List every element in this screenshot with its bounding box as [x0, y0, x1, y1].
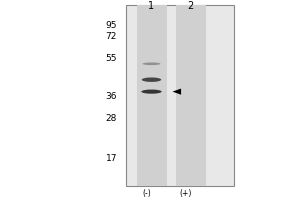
Bar — [126, 5, 234, 186]
Text: 55: 55 — [106, 54, 117, 63]
Text: 95: 95 — [106, 21, 117, 30]
Text: 72: 72 — [106, 32, 117, 41]
Ellipse shape — [141, 90, 162, 94]
Text: 1: 1 — [148, 1, 154, 11]
Ellipse shape — [142, 62, 160, 65]
Bar — [136, 5, 166, 186]
Text: (-): (-) — [142, 189, 151, 198]
Text: 2: 2 — [188, 1, 194, 11]
Ellipse shape — [142, 77, 161, 82]
Bar — [176, 5, 206, 186]
Polygon shape — [172, 89, 181, 95]
Text: (+): (+) — [179, 189, 192, 198]
Text: 36: 36 — [106, 92, 117, 101]
Text: 17: 17 — [106, 154, 117, 163]
Text: 28: 28 — [106, 114, 117, 123]
